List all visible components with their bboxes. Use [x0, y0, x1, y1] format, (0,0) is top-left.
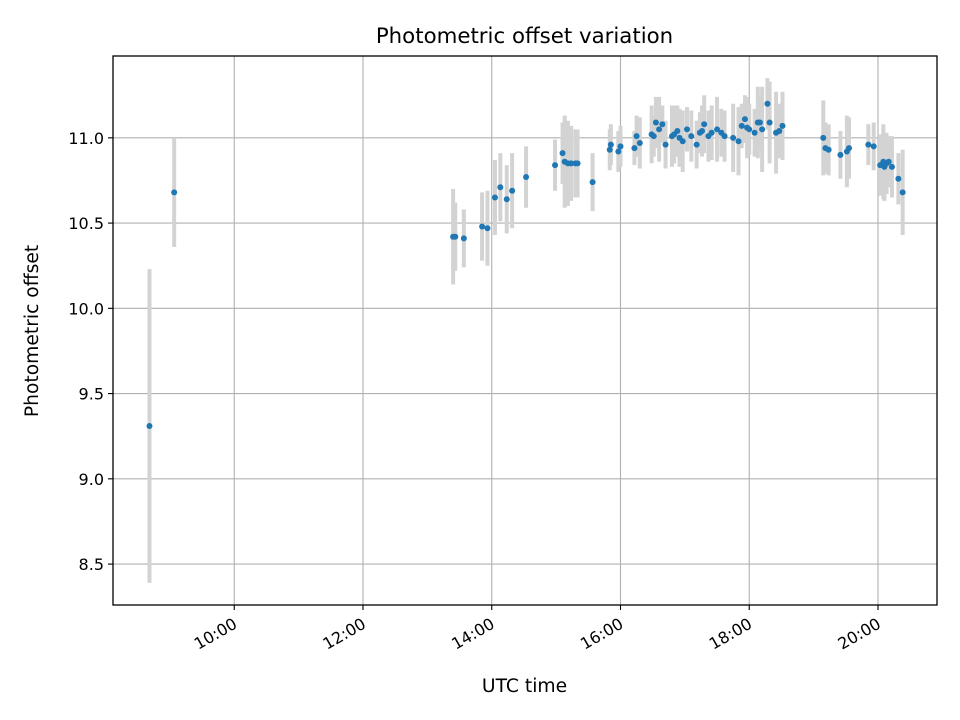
- data-point: [684, 126, 691, 133]
- data-point: [679, 138, 686, 145]
- data-point: [574, 160, 581, 167]
- data-point: [674, 128, 681, 135]
- data-point: [741, 116, 748, 123]
- data-point: [171, 189, 178, 196]
- data-point: [656, 126, 663, 133]
- data-point: [820, 134, 827, 141]
- x-axis-label: UTC time: [482, 676, 567, 697]
- data-point: [735, 138, 742, 145]
- data-point: [509, 187, 516, 194]
- data-point: [746, 126, 753, 133]
- data-point: [503, 196, 510, 203]
- data-point: [552, 162, 559, 169]
- data-point: [888, 163, 895, 170]
- data-point: [615, 148, 622, 155]
- data-point: [652, 119, 659, 126]
- plot-frame: [112, 55, 938, 606]
- data-point: [870, 143, 877, 150]
- data-point: [730, 134, 737, 141]
- data-point: [837, 151, 844, 158]
- data-point: [631, 145, 638, 152]
- error-bars: [147, 78, 905, 583]
- data-point: [776, 128, 783, 135]
- x-tick-label: 10:00: [191, 614, 240, 654]
- x-tick-label: 14:00: [448, 614, 497, 654]
- y-tick-label: 11.0: [68, 129, 104, 148]
- data-point: [484, 225, 491, 232]
- data-point: [738, 122, 745, 129]
- data-point: [721, 133, 728, 140]
- y-tick-label: 10.5: [68, 214, 104, 233]
- x-tick-label: 18:00: [706, 614, 755, 654]
- x-tick-label: 16:00: [577, 614, 626, 654]
- data-point: [146, 422, 153, 429]
- data-point: [662, 141, 669, 148]
- data-point: [633, 133, 640, 140]
- data-point: [659, 121, 666, 128]
- data-point: [650, 133, 657, 140]
- data-point: [688, 133, 695, 140]
- data-point: [607, 141, 614, 148]
- data-point: [701, 121, 708, 128]
- y-tick-label: 10.0: [68, 299, 104, 318]
- x-tick-label: 20:00: [835, 614, 884, 654]
- data-point: [491, 194, 498, 201]
- data-point: [568, 160, 575, 167]
- data-point: [497, 184, 504, 191]
- data-point: [693, 141, 700, 148]
- data-point: [606, 146, 613, 153]
- data-point: [766, 119, 773, 126]
- data-point: [825, 146, 832, 153]
- y-tick-label: 8.5: [79, 555, 104, 574]
- y-tick-label: 9.0: [79, 470, 104, 489]
- data-point: [479, 223, 486, 230]
- data-points: [146, 100, 906, 429]
- data-point: [759, 126, 766, 133]
- chart-title: Photometric offset variation: [376, 24, 673, 49]
- data-point: [895, 175, 902, 182]
- data-point: [589, 179, 596, 186]
- data-point: [865, 141, 872, 148]
- data-point: [751, 129, 758, 136]
- grid: [113, 56, 937, 605]
- y-axis-label: Photometric offset: [22, 245, 43, 417]
- data-point: [523, 174, 530, 181]
- data-point: [636, 139, 643, 146]
- data-point: [885, 158, 892, 165]
- y-tick-label: 9.5: [79, 385, 104, 404]
- data-point: [460, 235, 467, 242]
- data-point: [764, 100, 771, 107]
- data-point: [617, 143, 624, 150]
- data-point: [559, 150, 566, 157]
- data-point: [899, 189, 906, 196]
- data-point: [714, 126, 721, 133]
- data-point: [452, 233, 459, 240]
- data-point: [756, 119, 763, 126]
- data-point: [708, 129, 715, 136]
- x-tick-label: 12:00: [320, 614, 369, 654]
- data-point: [779, 122, 786, 129]
- data-point: [846, 145, 853, 152]
- data-point: [699, 128, 706, 135]
- axis-ticks: 10:00 12:00 14:00 16:00 18:00 20:00 8.5 9.0 9.5 1…: [68, 129, 884, 654]
